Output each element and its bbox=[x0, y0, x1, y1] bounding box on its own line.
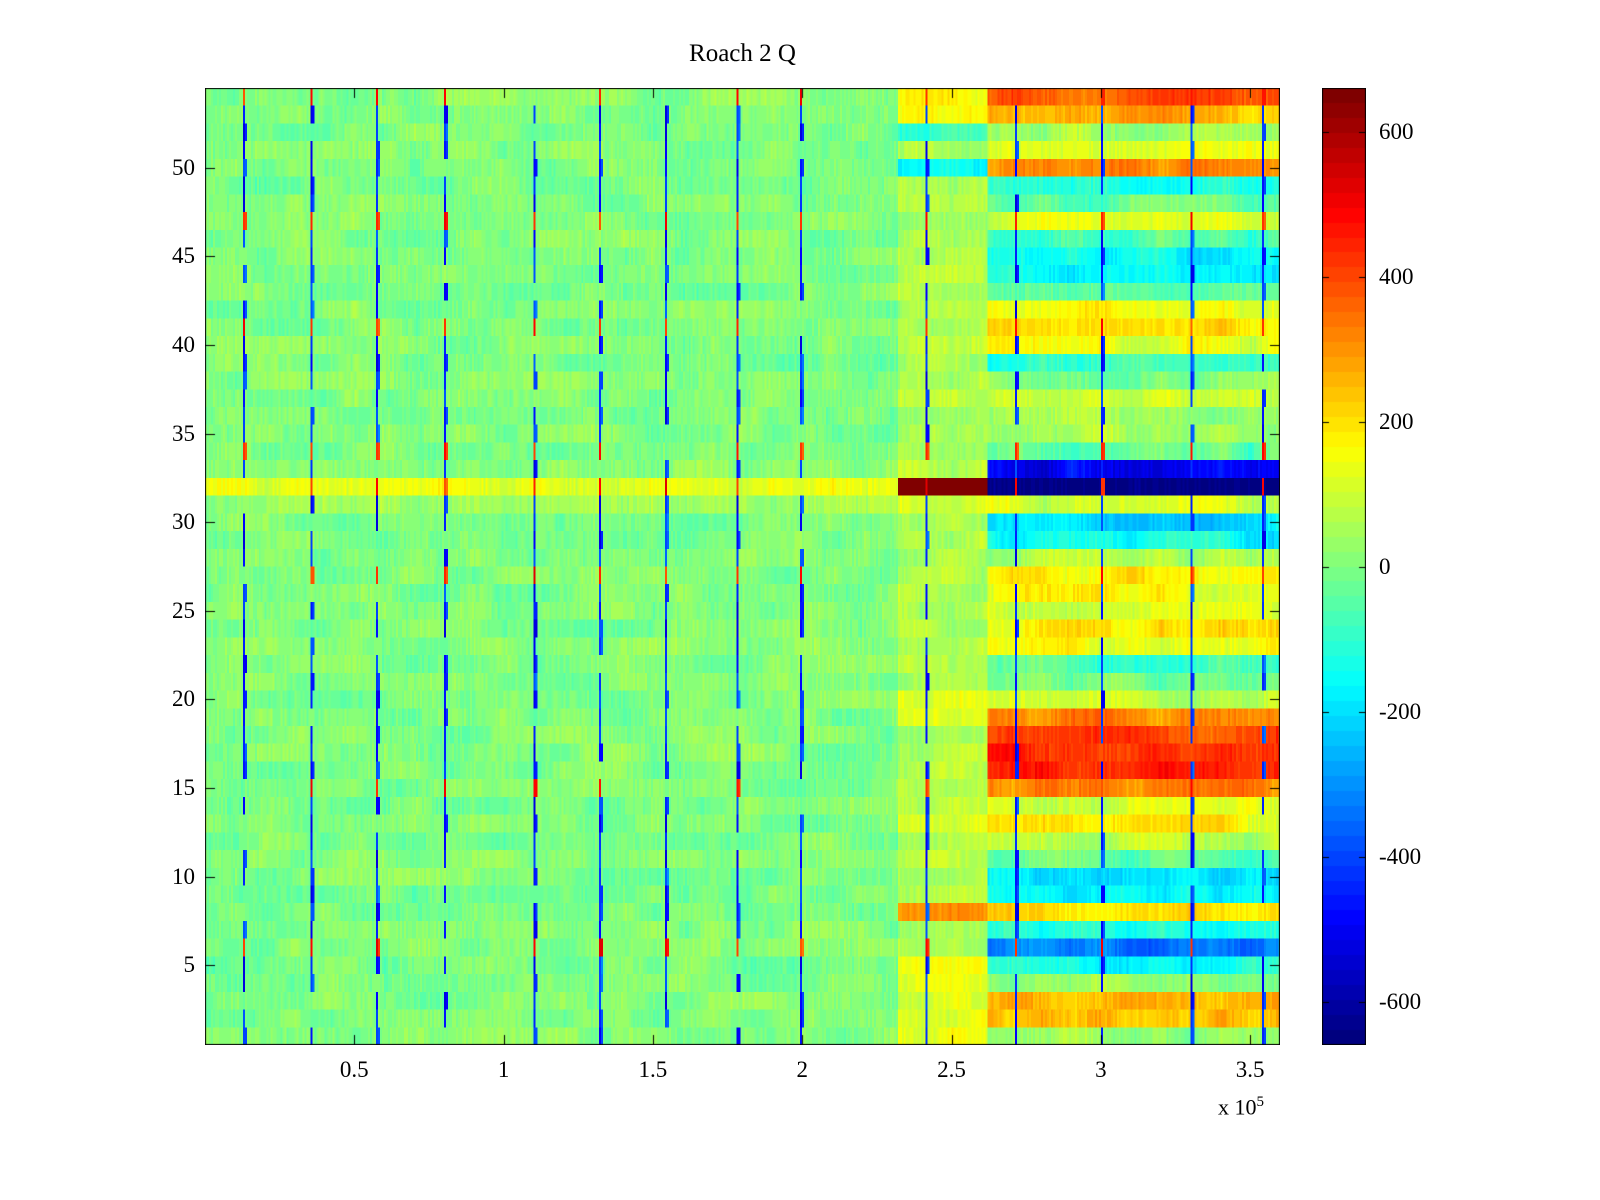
y-tick-label: 20 bbox=[172, 686, 195, 712]
y-tick-label: 10 bbox=[172, 863, 195, 889]
x-tick-label: 2 bbox=[796, 1057, 808, 1082]
x-tick-label: 0.5 bbox=[339, 1057, 369, 1082]
colorbar-tick-label: 600 bbox=[1379, 118, 1414, 144]
x-tick-label: 3 bbox=[1095, 1057, 1107, 1082]
y-tick-label: 25 bbox=[172, 597, 195, 623]
y-tick-label: 30 bbox=[172, 509, 195, 535]
axes-overlay bbox=[205, 88, 1280, 1045]
x-tick-label: 3.5 bbox=[1235, 1057, 1265, 1082]
y-tick-label: 40 bbox=[172, 331, 195, 357]
y-tick-label: 5 bbox=[183, 952, 196, 978]
colorbar-tick-label: -600 bbox=[1379, 988, 1422, 1014]
colorbar-canvas bbox=[1322, 88, 1366, 1045]
x-tick-label: 2.5 bbox=[937, 1057, 966, 1082]
colorbar-tick-label: 0 bbox=[1379, 553, 1391, 579]
y-tick-label: 50 bbox=[172, 154, 195, 180]
colorbar-tick-label: 400 bbox=[1379, 263, 1414, 289]
x-offset-base: x 10 bbox=[1218, 1094, 1257, 1120]
colorbar-tick-label: -200 bbox=[1379, 698, 1422, 724]
x-tick-label: 1.5 bbox=[638, 1057, 668, 1082]
x-tick-label: 1 bbox=[497, 1057, 510, 1082]
colorbar-tick-label: -400 bbox=[1379, 843, 1422, 869]
chart-title: Roach 2 Q bbox=[689, 40, 796, 67]
y-tick-label: 45 bbox=[172, 243, 195, 269]
y-tick-label: 15 bbox=[172, 775, 195, 801]
x-axis-offset-label: x 105 bbox=[1218, 1094, 1264, 1120]
y-tick-label: 35 bbox=[172, 420, 195, 446]
colorbar-tick-label: 200 bbox=[1379, 408, 1414, 434]
x-offset-exponent: 5 bbox=[1256, 1094, 1265, 1110]
